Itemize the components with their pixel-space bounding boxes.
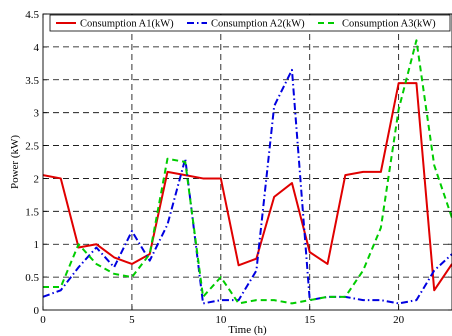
legend: Consumption A1(kW) Consumption A2(kW) Cons… — [49, 14, 451, 32]
y-tick-label: 1.5 — [25, 206, 39, 218]
grid — [43, 14, 452, 310]
x-axis-label: Time (h) — [228, 324, 267, 336]
x-tick-label: 10 — [215, 314, 227, 326]
y-tick-label: 3 — [34, 108, 40, 120]
plot-frame — [42, 13, 452, 311]
axes: 0 5 10 15 20 0 0.5 1 1.5 2 2.5 3 3.5 4 4.5 — [25, 9, 452, 326]
x-tick-label: 15 — [304, 314, 316, 326]
y-tick-label: 4.5 — [25, 9, 39, 21]
y-tick-label: 0 — [34, 305, 40, 317]
legend-label-a2: Consumption A2(kW) — [211, 19, 305, 30]
series-line-a3 — [43, 39, 452, 305]
x-tick-label: 5 — [129, 314, 135, 326]
legend-label-a3: Consumption A3(kW) — [342, 19, 436, 30]
y-tick-label: 0.5 — [25, 272, 39, 284]
y-tick-label: 3.5 — [25, 75, 39, 87]
legend-box — [49, 14, 451, 32]
y-tick-label: 4 — [34, 42, 40, 54]
series-line-a2 — [42, 68, 452, 305]
y-axis-label: Power (kW) — [9, 135, 21, 189]
series-lines — [42, 39, 452, 305]
x-tick-label: 0 — [40, 314, 46, 326]
y-tick-label: 1 — [34, 239, 40, 251]
legend-label-a1: Consumption A1(kW) — [80, 19, 174, 30]
y-tick-label: 2 — [34, 173, 40, 185]
series-line-a1 — [42, 82, 452, 292]
y-tick-label: 2.5 — [25, 141, 39, 153]
x-tick-label: 20 — [393, 314, 405, 326]
